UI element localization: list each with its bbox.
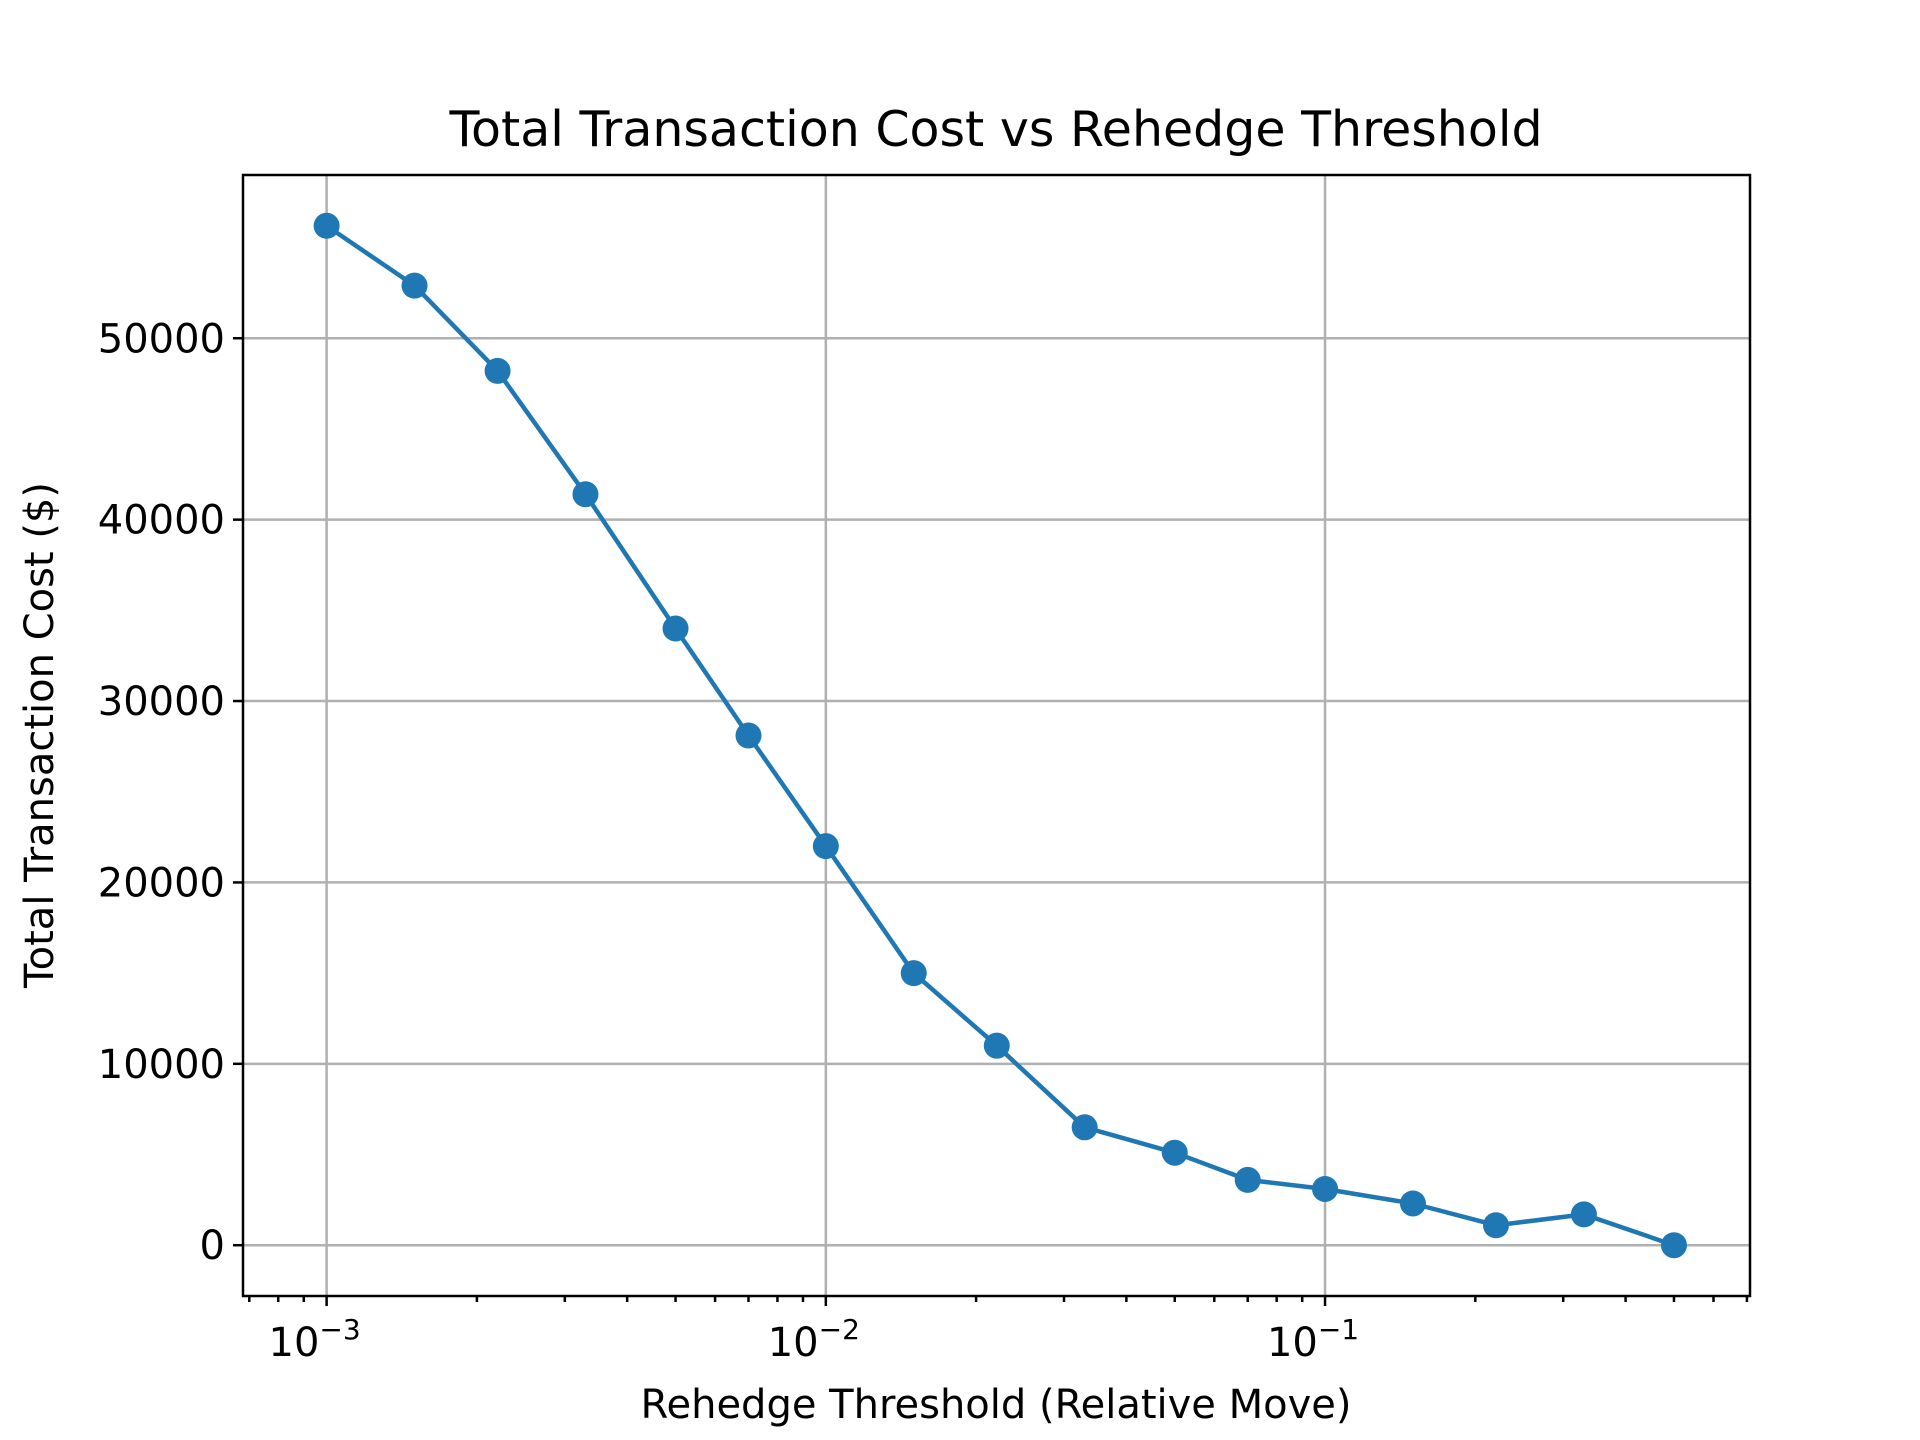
axis-ticks xyxy=(233,337,1749,1306)
x-tick-label: 10−1 xyxy=(1267,1313,1359,1366)
data-point xyxy=(484,357,511,384)
chart-title: Total Transaction Cost vs Rehedge Thresh… xyxy=(448,101,1542,158)
data-point xyxy=(662,615,689,642)
y-tick-label: 50000 xyxy=(98,316,225,362)
data-point xyxy=(401,272,428,299)
data-point xyxy=(1482,1212,1509,1239)
data-point xyxy=(1161,1139,1188,1166)
x-tick-label: 10−3 xyxy=(269,1313,361,1366)
y-tick-label: 40000 xyxy=(98,498,225,544)
data-point xyxy=(1660,1232,1687,1259)
data-series xyxy=(313,212,1687,1259)
x-axis-label: Rehedge Threshold (Relative Move) xyxy=(640,1382,1351,1428)
grid-lines xyxy=(243,175,1750,1296)
data-point xyxy=(983,1032,1010,1059)
data-point xyxy=(313,212,340,239)
plot-frame xyxy=(241,173,1752,1298)
data-point xyxy=(572,481,599,508)
x-tick-label: 10−2 xyxy=(768,1313,860,1366)
data-point xyxy=(1071,1114,1098,1141)
y-tick-label: 30000 xyxy=(98,679,225,725)
y-tick-label: 20000 xyxy=(98,860,225,906)
y-tick-label: 0 xyxy=(200,1223,225,1269)
data-point xyxy=(1312,1175,1339,1202)
tick-labels: 0 10000 20000 30000 40000 50000 10−3 10−2 10−1 xyxy=(98,316,1359,1366)
data-point xyxy=(812,833,839,860)
data-point xyxy=(900,960,927,987)
y-tick-label: 10000 xyxy=(98,1042,225,1088)
y-axis-label: Total Transaction Cost ($) xyxy=(17,482,63,989)
data-point xyxy=(1399,1190,1426,1217)
data-point xyxy=(1234,1166,1261,1193)
data-point xyxy=(735,722,762,749)
data-point xyxy=(1570,1201,1597,1228)
